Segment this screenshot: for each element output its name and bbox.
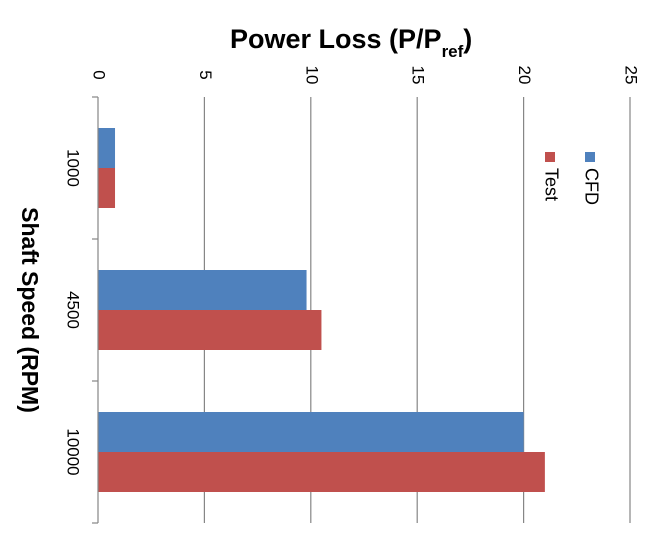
bar-cfd-1000	[98, 128, 116, 168]
value-tick-label: 0	[90, 70, 109, 79]
bar-test-10000	[98, 452, 545, 492]
legend-label-test: Test	[541, 168, 561, 201]
bars	[98, 128, 545, 492]
svg-text:Power Loss (P/Pref): Power Loss (P/Pref)	[230, 24, 472, 61]
category-tick-label: 4500	[64, 291, 83, 329]
bar-cfd-4500	[98, 270, 307, 310]
category-tick-label: 1000	[64, 149, 83, 187]
bar-test-4500	[98, 310, 322, 350]
value-tick-labels: 0 5 10 15 20 25	[90, 66, 641, 85]
value-tick-label: 10	[302, 66, 321, 85]
bar-cfd-10000	[98, 412, 524, 452]
legend-swatch-test	[545, 152, 555, 162]
category-tick-labels: 1000 4500 10000	[64, 149, 83, 476]
legend: CFD Test	[541, 152, 601, 205]
value-tick-label: 5	[196, 70, 215, 79]
category-axis	[92, 96, 99, 524]
bar-test-1000	[98, 168, 116, 208]
y-axis-title: Shaft Speed (RPM)	[17, 207, 43, 413]
category-tick-label: 10000	[64, 428, 83, 475]
chart-title: Power Loss (P/Pref)	[230, 24, 472, 61]
legend-swatch-cfd	[585, 152, 595, 162]
value-tick-label: 25	[622, 66, 641, 85]
value-tick-label: 15	[409, 66, 428, 85]
legend-label-cfd: CFD	[581, 168, 601, 205]
value-tick-label: 20	[515, 66, 534, 85]
